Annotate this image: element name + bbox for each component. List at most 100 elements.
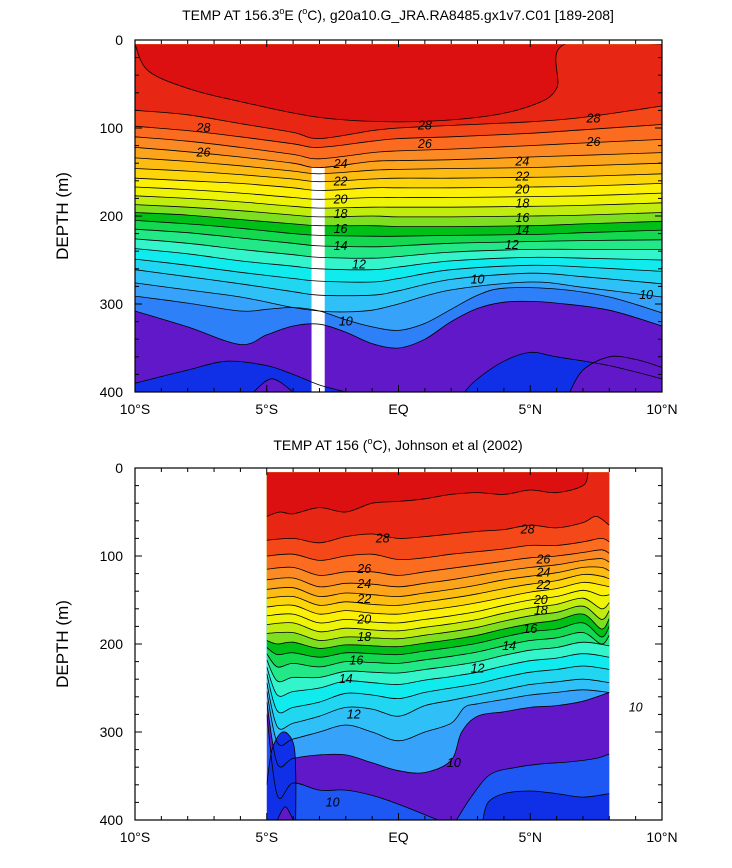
contour-label: 10 <box>471 272 485 286</box>
contour-label: 10 <box>326 795 340 809</box>
isotherm-13 <box>266 665 610 714</box>
title-part: TEMP AT 156 ( <box>273 437 367 453</box>
isotherm-16 <box>266 632 610 668</box>
isotherm-8 <box>266 731 297 820</box>
x-tick-label: 5°S <box>255 401 278 417</box>
contour-label: 26 <box>535 553 550 567</box>
contour-label: 14 <box>334 239 348 253</box>
isotherm-11 <box>135 281 662 313</box>
contour-label: 16 <box>334 222 348 236</box>
title-part: C), Johnson et al (2002) <box>372 437 522 453</box>
y-tick-label: 400 <box>100 384 124 400</box>
isotherm-21 <box>266 589 610 624</box>
isotherm-28 <box>135 105 662 140</box>
isotherm-9 <box>135 300 662 349</box>
contour-label: 28 <box>196 121 211 135</box>
isotherm-8 <box>464 351 662 393</box>
contour-lines <box>266 472 610 820</box>
y-tick-label: 100 <box>100 120 124 136</box>
top-panel-title: TEMP AT 156.3oE (oC), g20a10.G_JRA.RA848… <box>182 6 614 23</box>
isotherm-15 <box>135 238 662 259</box>
contour-label: 20 <box>356 612 371 626</box>
isotherm-14 <box>135 248 662 271</box>
contour-label: 12 <box>505 238 519 252</box>
isotherm-24 <box>266 566 610 598</box>
isotherm-26 <box>266 549 610 576</box>
isotherm-16 <box>135 228 662 248</box>
top-panel: TEMP AT 156.3oE (oC), g20a10.G_JRA.RA848… <box>53 6 678 417</box>
isotherm-19 <box>135 204 662 218</box>
degree-superscript: o <box>302 6 307 16</box>
contour-fill-pool-8 <box>135 361 346 393</box>
contour-label: 24 <box>333 157 348 171</box>
contour-lines <box>135 44 662 393</box>
contour-label: 22 <box>535 578 550 592</box>
isotherm-7 <box>569 355 662 393</box>
contour-label: 12 <box>347 707 361 721</box>
contour-label: 20 <box>533 593 548 607</box>
contour-label: 28 <box>586 111 601 125</box>
title-part: E ( <box>284 7 302 23</box>
x-tick-label: 5°N <box>519 829 543 845</box>
contour-fill-pool-8 <box>482 791 610 820</box>
contour-label: 14 <box>515 223 529 237</box>
isotherm-8 <box>482 790 610 820</box>
contour-label: 18 <box>357 630 371 644</box>
isotherm-23 <box>135 168 662 183</box>
contour-label: 12 <box>352 257 366 271</box>
x-tick-label: 5°S <box>255 829 278 845</box>
contour-label: 12 <box>471 662 485 676</box>
contour-label: 16 <box>515 211 529 225</box>
contour-label: 16 <box>523 622 537 636</box>
degree-superscript: o <box>367 436 372 446</box>
isotherm-29 <box>135 44 662 123</box>
isotherm-17 <box>266 622 610 658</box>
isotherm-18 <box>266 613 610 649</box>
isotherm-20 <box>135 195 662 209</box>
isotherm-12 <box>266 678 610 730</box>
y-tick-label: 200 <box>100 636 124 652</box>
contour-label: 10 <box>629 700 643 714</box>
y-tick-label: 400 <box>100 812 124 828</box>
contour-label: 22 <box>514 169 529 183</box>
isotherm-17 <box>135 220 662 237</box>
contour-label: 20 <box>333 192 348 206</box>
x-tick-label: EQ <box>388 401 408 417</box>
contour-label: 10 <box>339 315 353 329</box>
contour-label: 20 <box>514 183 529 197</box>
isotherm-25 <box>135 147 662 169</box>
isotherm-24 <box>135 157 662 175</box>
title-part: C), g20a10.G_JRA.RA8485.gx1v7.C01 [189-2… <box>307 7 614 23</box>
y-axis-label: DEPTH (m) <box>53 600 72 688</box>
missing-data-column <box>311 167 325 392</box>
isotherm-14 <box>266 653 610 697</box>
contour-label: 28 <box>417 118 432 132</box>
contour-label: 18 <box>334 207 348 221</box>
isotherm-27 <box>266 537 610 561</box>
contour-fill-pool-8 <box>266 731 296 820</box>
isotherm-22 <box>266 581 610 615</box>
isotherm-10 <box>266 692 610 774</box>
contour-label: 14 <box>502 639 516 653</box>
contour-label: 26 <box>356 562 371 576</box>
axes: 10°S 5°S EQ 5°N 10°N 0 100 200 300 400 <box>100 460 678 845</box>
filled-contours <box>266 472 610 820</box>
isotherm-25 <box>266 558 610 588</box>
y-tick-label: 300 <box>100 724 124 740</box>
x-tick-label: 10°S <box>120 829 151 845</box>
isotherm-13 <box>135 258 662 283</box>
y-axis-label: DEPTH (m) <box>53 172 72 260</box>
y-tick-label: 100 <box>100 548 124 564</box>
x-tick-label: 10°N <box>646 829 677 845</box>
isotherm-11 <box>266 689 610 747</box>
isotherm-7 <box>276 806 294 820</box>
isotherm-21 <box>135 186 662 200</box>
y-tick-label: 200 <box>100 208 124 224</box>
contour-fill-29 <box>135 44 565 122</box>
isotherm-12 <box>135 269 662 297</box>
contour-label: 24 <box>514 154 529 168</box>
isotherm-23 <box>266 573 610 606</box>
bottom-panel-title: TEMP AT 156 (oC), Johnson et al (2002) <box>273 436 522 453</box>
